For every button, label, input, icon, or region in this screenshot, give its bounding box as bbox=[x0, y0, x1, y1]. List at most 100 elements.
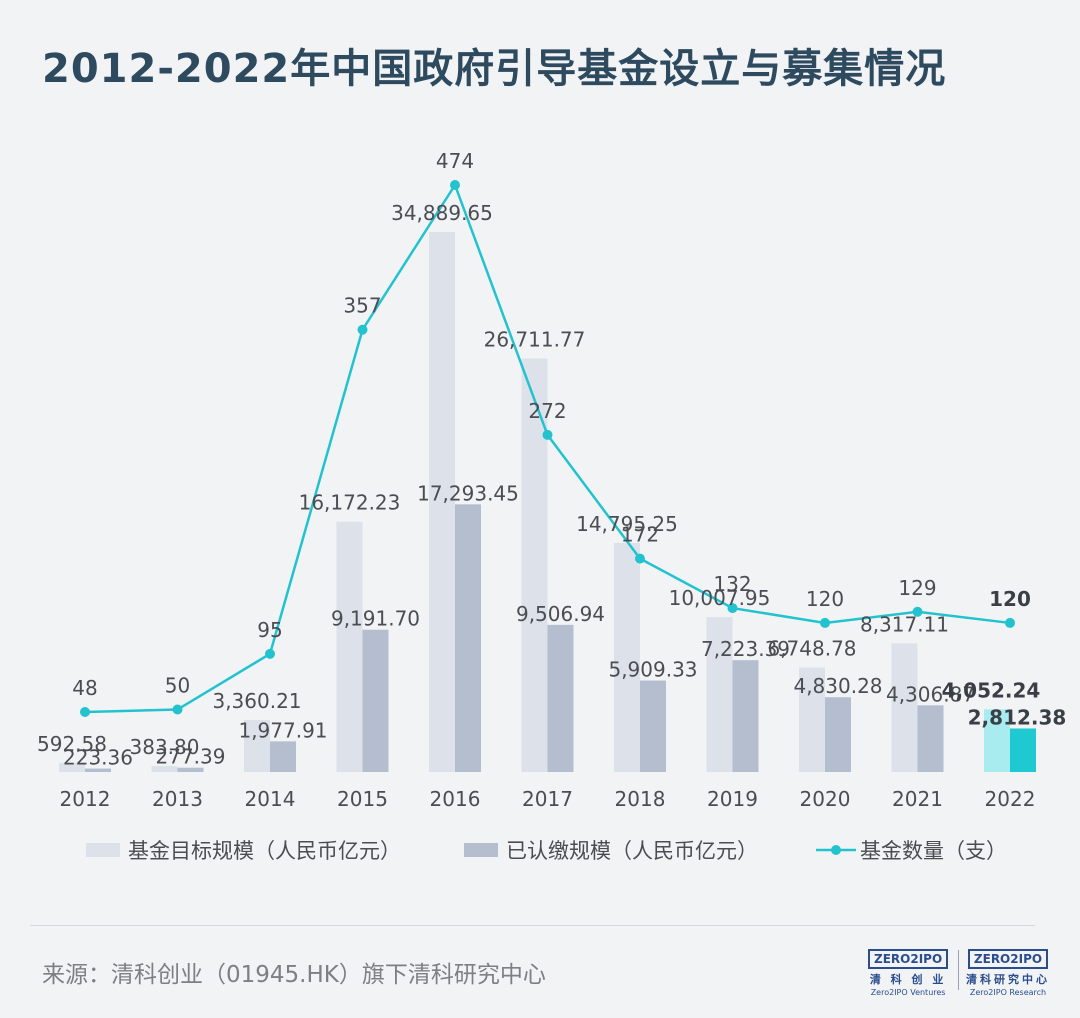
label-target-2012: 592.58 bbox=[37, 732, 107, 756]
label-paid-2014: 1,977.91 bbox=[238, 718, 327, 742]
label-paid-2015: 9,191.70 bbox=[331, 607, 420, 631]
label-target-2020: 6,748.78 bbox=[767, 637, 856, 661]
label-count-2020: 120 bbox=[806, 587, 844, 611]
x-tick-2021: 2021 bbox=[892, 787, 943, 811]
bar-paid-2013 bbox=[177, 767, 204, 772]
bar-paid-2016 bbox=[455, 504, 481, 772]
label-count-2012: 48 bbox=[72, 676, 97, 700]
count-point-2016 bbox=[450, 180, 460, 190]
bar-target-2022 bbox=[984, 709, 1010, 772]
bar-target-2015 bbox=[336, 521, 363, 772]
chart-title: 2012-2022年中国政府引导基金设立与募集情况 bbox=[42, 46, 947, 92]
x-tick-2014: 2014 bbox=[245, 787, 296, 811]
bar-target-2018 bbox=[614, 543, 640, 772]
label-target-2017: 26,711.77 bbox=[484, 328, 586, 352]
legend-label-paid: 已认缴规模（人民币亿元） bbox=[506, 839, 758, 863]
legend-swatch-count-point bbox=[831, 845, 841, 855]
bar-target-2020 bbox=[799, 667, 825, 772]
bar-target-2014 bbox=[244, 719, 270, 772]
count-point-2012 bbox=[80, 707, 90, 717]
logo-badge: ZERO2IPO bbox=[967, 949, 1049, 969]
label-count-2013: 50 bbox=[165, 674, 190, 698]
logo-en: Zero2IPO Ventures bbox=[870, 988, 946, 997]
label-target-2018: 14,795.25 bbox=[576, 512, 678, 536]
bar-target-2012 bbox=[59, 762, 85, 772]
count-point-2020 bbox=[820, 617, 830, 628]
bar-target-2021 bbox=[891, 643, 918, 772]
label-paid-2021: 4,306.87 bbox=[886, 682, 975, 706]
x-axis: 2012 2013 2014 2015 2016 2017 2018 2019 2020 2021… bbox=[60, 787, 1036, 811]
label-target-2014: 3,360.21 bbox=[212, 689, 301, 713]
bar-paid-2018 bbox=[640, 680, 666, 772]
label-count-2014: 95 bbox=[257, 618, 282, 642]
line-layer bbox=[80, 180, 1015, 717]
label-count-2015: 357 bbox=[343, 294, 381, 318]
label-count-2016: 474 bbox=[436, 149, 474, 173]
x-tick-2015: 2015 bbox=[337, 787, 388, 811]
count-point-2014 bbox=[265, 648, 275, 659]
label-target-2019: 10,007.95 bbox=[669, 586, 771, 610]
bar-paid-2021 bbox=[917, 705, 944, 772]
logo-separator bbox=[958, 950, 959, 990]
x-tick-2022: 2022 bbox=[985, 787, 1036, 811]
label-paid-2017: 9,506.94 bbox=[516, 602, 605, 626]
bar-target-2013 bbox=[151, 766, 178, 772]
label-target-2016: 34,889.65 bbox=[391, 201, 493, 225]
bar-target-2019 bbox=[706, 617, 733, 772]
bar-paid-2017 bbox=[547, 624, 574, 772]
label-count-2021: 129 bbox=[898, 576, 936, 600]
bar-target-2016 bbox=[429, 232, 455, 772]
legend-swatch-target bbox=[86, 843, 120, 857]
x-tick-2020: 2020 bbox=[800, 787, 851, 811]
label-count-2022: 120 bbox=[989, 587, 1031, 611]
bars-layer bbox=[59, 232, 1036, 772]
label-count-2018: 172 bbox=[621, 523, 659, 547]
label-paid-2012: 223.36 bbox=[63, 746, 133, 770]
logo-en: Zero2IPO Research bbox=[969, 988, 1047, 997]
label-paid-2016: 17,293.45 bbox=[417, 481, 519, 505]
label-paid-2013: 277.39 bbox=[156, 745, 226, 769]
count-point-2019 bbox=[727, 603, 738, 614]
label-paid-2018: 5,909.33 bbox=[608, 658, 697, 682]
legend: 基金目标规模（人民币亿元） 已认缴规模（人民币亿元） 基金数量（支） bbox=[86, 839, 1007, 863]
bar-paid-2015 bbox=[362, 629, 389, 772]
zero2ipo-research-logo: ZERO2IPO 清科研究中心 Zero2IPO Research bbox=[966, 948, 1050, 997]
bar-target-2017 bbox=[521, 358, 548, 772]
count-point-2017 bbox=[542, 429, 553, 440]
count-point-2018 bbox=[635, 553, 645, 564]
label-paid-2022: 2,812.38 bbox=[968, 705, 1067, 729]
x-tick-2018: 2018 bbox=[615, 787, 666, 811]
label-target-2015: 16,172.23 bbox=[299, 491, 401, 515]
logo-badge: ZERO2IPO bbox=[868, 949, 949, 969]
logo-cn: 清科研究中心 bbox=[966, 973, 1050, 986]
label-paid-2020: 4,830.28 bbox=[793, 674, 882, 698]
count-point-2013 bbox=[172, 704, 183, 715]
count-point-2021 bbox=[912, 606, 923, 617]
bar-paid-2022 bbox=[1010, 728, 1036, 772]
legend-swatch-paid bbox=[464, 843, 498, 857]
zero2ipo-ventures-logo: ZERO2IPO 清 科 创 业 Zero2IPO Ventures bbox=[868, 948, 949, 997]
x-tick-2019: 2019 bbox=[707, 787, 758, 811]
label-count-2019: 132 bbox=[713, 572, 751, 596]
bar-paid-2014 bbox=[270, 741, 296, 772]
divider bbox=[30, 925, 1035, 926]
legend-label-target: 基金目标规模（人民币亿元） bbox=[128, 839, 401, 863]
x-tick-2016: 2016 bbox=[430, 787, 481, 811]
x-tick-2012: 2012 bbox=[60, 787, 111, 811]
label-target-2022: 4,052.24 bbox=[942, 678, 1041, 702]
label-paid-2019: 7,223.39 bbox=[701, 637, 790, 661]
bar-paid-2020 bbox=[825, 697, 851, 772]
count-point-2022 bbox=[1005, 617, 1015, 628]
x-tick-2017: 2017 bbox=[522, 787, 573, 811]
count-point-2015 bbox=[357, 324, 368, 335]
legend-label-count: 基金数量（支） bbox=[860, 839, 1007, 863]
bar-paid-2012 bbox=[85, 768, 111, 772]
source-note: 来源：清科创业（01945.HK）旗下清科研究中心 bbox=[42, 962, 546, 988]
bar-paid-2019 bbox=[732, 660, 759, 772]
label-target-2013: 383.80 bbox=[130, 735, 200, 759]
x-tick-2013: 2013 bbox=[152, 787, 203, 811]
label-count-2017: 272 bbox=[528, 399, 566, 423]
logo-cn: 清 科 创 业 bbox=[869, 973, 947, 986]
